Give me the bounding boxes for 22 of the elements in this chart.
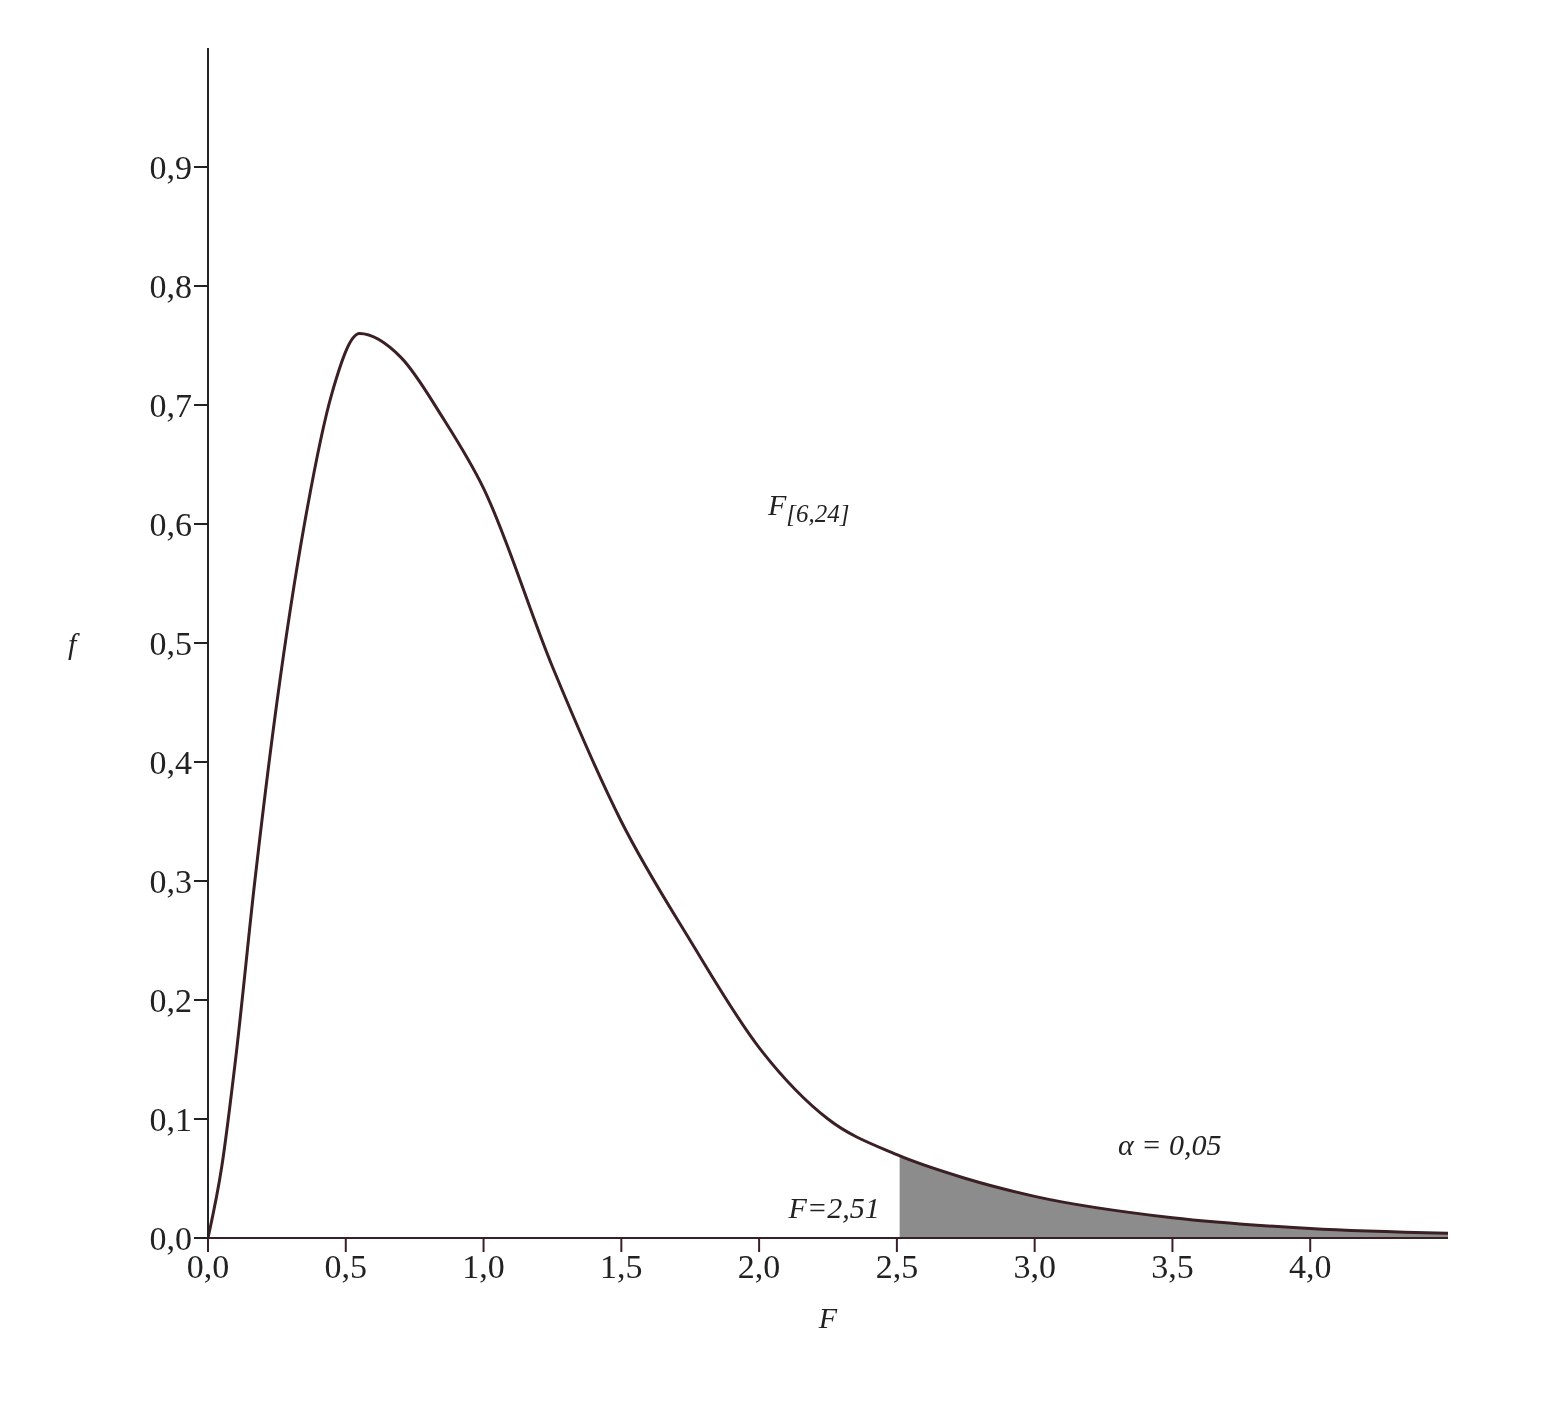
y-tick-label: 0,3 bbox=[149, 863, 192, 901]
x-tick-label: 2,0 bbox=[737, 1248, 781, 1286]
x-tick-label: 2,5 bbox=[875, 1248, 919, 1286]
y-tick-label: 0,2 bbox=[149, 982, 192, 1020]
y-tick-label: 0,7 bbox=[149, 387, 192, 425]
y-tick-label: 0,1 bbox=[149, 1101, 192, 1139]
y-tick-label: 0,5 bbox=[149, 625, 192, 663]
x-tick-label: 3,5 bbox=[1151, 1248, 1194, 1286]
y-tick-label: 0,4 bbox=[149, 744, 192, 782]
x-tick-label: 3,0 bbox=[1013, 1248, 1056, 1286]
y-tick-label: 0,6 bbox=[149, 506, 192, 544]
annotation: F$_{[6,24]}$ bbox=[768, 488, 850, 528]
annotation: F=2,51 bbox=[787, 1191, 880, 1224]
annotation: α = 0,05 bbox=[1118, 1128, 1222, 1162]
x-tick-label: 1,5 bbox=[600, 1248, 643, 1286]
y-tick-label: 0,8 bbox=[149, 268, 192, 306]
y-axis-title: f bbox=[68, 626, 80, 660]
x-tick-label: 0,5 bbox=[324, 1248, 368, 1286]
x-axis-title: F bbox=[817, 1301, 838, 1334]
x-tick-label: 1,0 bbox=[462, 1248, 505, 1286]
y-tick-label: 0,9 bbox=[149, 149, 192, 187]
x-tick-label: 4,0 bbox=[1288, 1248, 1332, 1286]
